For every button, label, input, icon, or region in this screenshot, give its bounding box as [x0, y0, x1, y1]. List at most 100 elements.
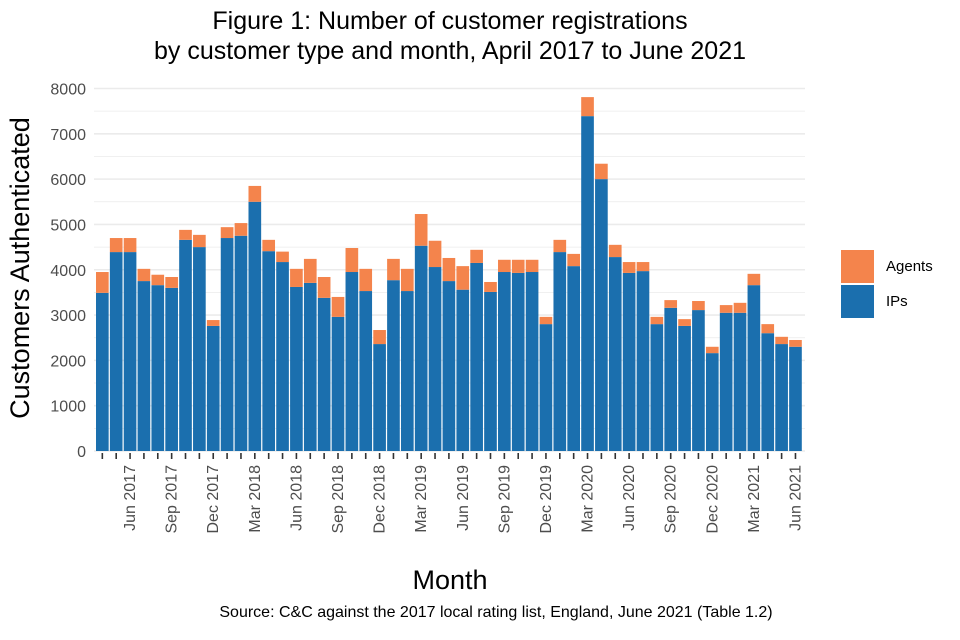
bar-ips: [553, 252, 567, 451]
chart-subtitle: by customer type and month, April 2017 t…: [153, 37, 747, 65]
bar-ips: [484, 291, 497, 451]
x-tick-label: Mar 2021: [746, 465, 763, 533]
bar-agents: [262, 239, 276, 252]
legend-swatch-agents: [841, 250, 874, 283]
bar-ips: [193, 247, 206, 451]
bar-ips: [567, 266, 580, 451]
legend-swatch-ips: [841, 285, 874, 318]
x-tick-label: Sep 2019: [496, 465, 513, 534]
bar-ips: [789, 346, 802, 451]
x-tick-label: Dec 2017: [205, 465, 222, 534]
bar-agents: [317, 277, 331, 298]
bar-ips: [442, 281, 456, 451]
bar-ips: [692, 310, 705, 451]
bar-ips: [96, 292, 109, 451]
x-tick-label: Sep 2018: [330, 465, 347, 534]
bar-ips: [387, 280, 400, 451]
bar-agents: [206, 320, 220, 326]
legend-item-agents: Agents: [841, 249, 933, 284]
bar-ips: [248, 201, 262, 451]
bar-ips: [456, 289, 470, 451]
legend: Agents IPs: [841, 249, 933, 319]
x-tick-label: Jun 2021: [787, 465, 804, 531]
bar-agents: [345, 248, 359, 273]
bar-agents: [442, 257, 456, 282]
legend-item-ips: IPs: [841, 284, 933, 319]
y-tick-label: 3000: [50, 308, 86, 325]
bar-ips: [331, 316, 345, 451]
bar-agents: [733, 302, 747, 313]
x-tick-label: Dec 2020: [704, 465, 721, 534]
bar-agents: [719, 305, 733, 313]
y-tick-label: 6000: [50, 172, 86, 189]
chart-caption: Source: C&C against the 2017 local ratin…: [219, 604, 773, 621]
bar-ips: [151, 285, 165, 451]
bar-agents: [747, 273, 761, 286]
bar-ips: [123, 252, 137, 451]
bar-ips: [345, 272, 359, 451]
bar-ips: [678, 325, 691, 451]
bar-agents: [96, 272, 109, 293]
bar-agents: [511, 259, 525, 273]
bar-agents: [220, 227, 234, 239]
bar-agents: [789, 339, 802, 347]
bar-ips: [234, 235, 248, 451]
x-tick-label: Dec 2018: [372, 465, 389, 534]
bar-agents: [359, 268, 373, 292]
bar-agents: [761, 324, 775, 334]
bar-ips: [428, 267, 442, 451]
x-tick-label: Mar 2020: [580, 465, 597, 533]
bar-ips: [373, 344, 386, 451]
chart-title: Figure 1: Number of customer registratio…: [212, 7, 688, 35]
bar-ips: [608, 257, 622, 451]
bar-agents: [123, 238, 137, 253]
bar-ips: [733, 312, 747, 451]
bar-agents: [456, 266, 470, 290]
bar-ips: [276, 262, 289, 451]
bar-agents: [400, 268, 414, 292]
x-tick-label: Jun 2019: [455, 465, 472, 531]
y-tick-label: 4000: [50, 263, 86, 280]
x-tick-label: Sep 2017: [164, 465, 181, 534]
bar-ips: [581, 116, 594, 451]
x-tick-label: Mar 2019: [413, 465, 430, 533]
bar-ips: [414, 245, 428, 451]
bar-agents: [664, 300, 678, 308]
bar-ips: [636, 271, 650, 451]
bar-ips: [165, 287, 178, 451]
bar-ips: [470, 262, 483, 451]
bar-ips: [719, 312, 733, 451]
bar-ips: [290, 286, 303, 451]
bar-agents: [553, 239, 567, 253]
bar-agents: [608, 244, 622, 258]
x-tick-label: Jun 2017: [122, 465, 139, 531]
bar-ips: [539, 324, 553, 451]
x-tick-label: Jun 2018: [288, 465, 305, 531]
bar-agents: [428, 240, 442, 268]
bar-ips: [109, 252, 123, 451]
y-tick-label: 7000: [50, 127, 86, 144]
bar-agents: [775, 336, 788, 345]
x-axis-title: Month: [412, 565, 488, 595]
bar-agents: [276, 251, 289, 263]
bar-agents: [373, 330, 386, 345]
legend-label-agents: Agents: [886, 258, 933, 275]
bar-ips: [747, 285, 761, 451]
bar-ips: [179, 239, 192, 451]
bar-agents: [525, 259, 539, 273]
bar-ips: [595, 179, 608, 451]
bar-agents: [650, 316, 664, 325]
bar-ips: [650, 324, 664, 451]
bar-agents: [567, 253, 580, 267]
bar-agents: [179, 229, 192, 240]
bar-agents: [193, 234, 206, 248]
bar-agents: [678, 319, 691, 326]
bar-agents: [290, 268, 303, 287]
bar-agents: [414, 214, 428, 246]
x-tick-label: Dec 2019: [538, 465, 555, 534]
bar-agents: [705, 346, 719, 354]
bar-ips: [206, 325, 220, 451]
bar-ips: [775, 344, 788, 451]
y-axis-ticks: 0 1000 2000 3000 4000 5000 6000 7000 8000: [50, 82, 86, 462]
